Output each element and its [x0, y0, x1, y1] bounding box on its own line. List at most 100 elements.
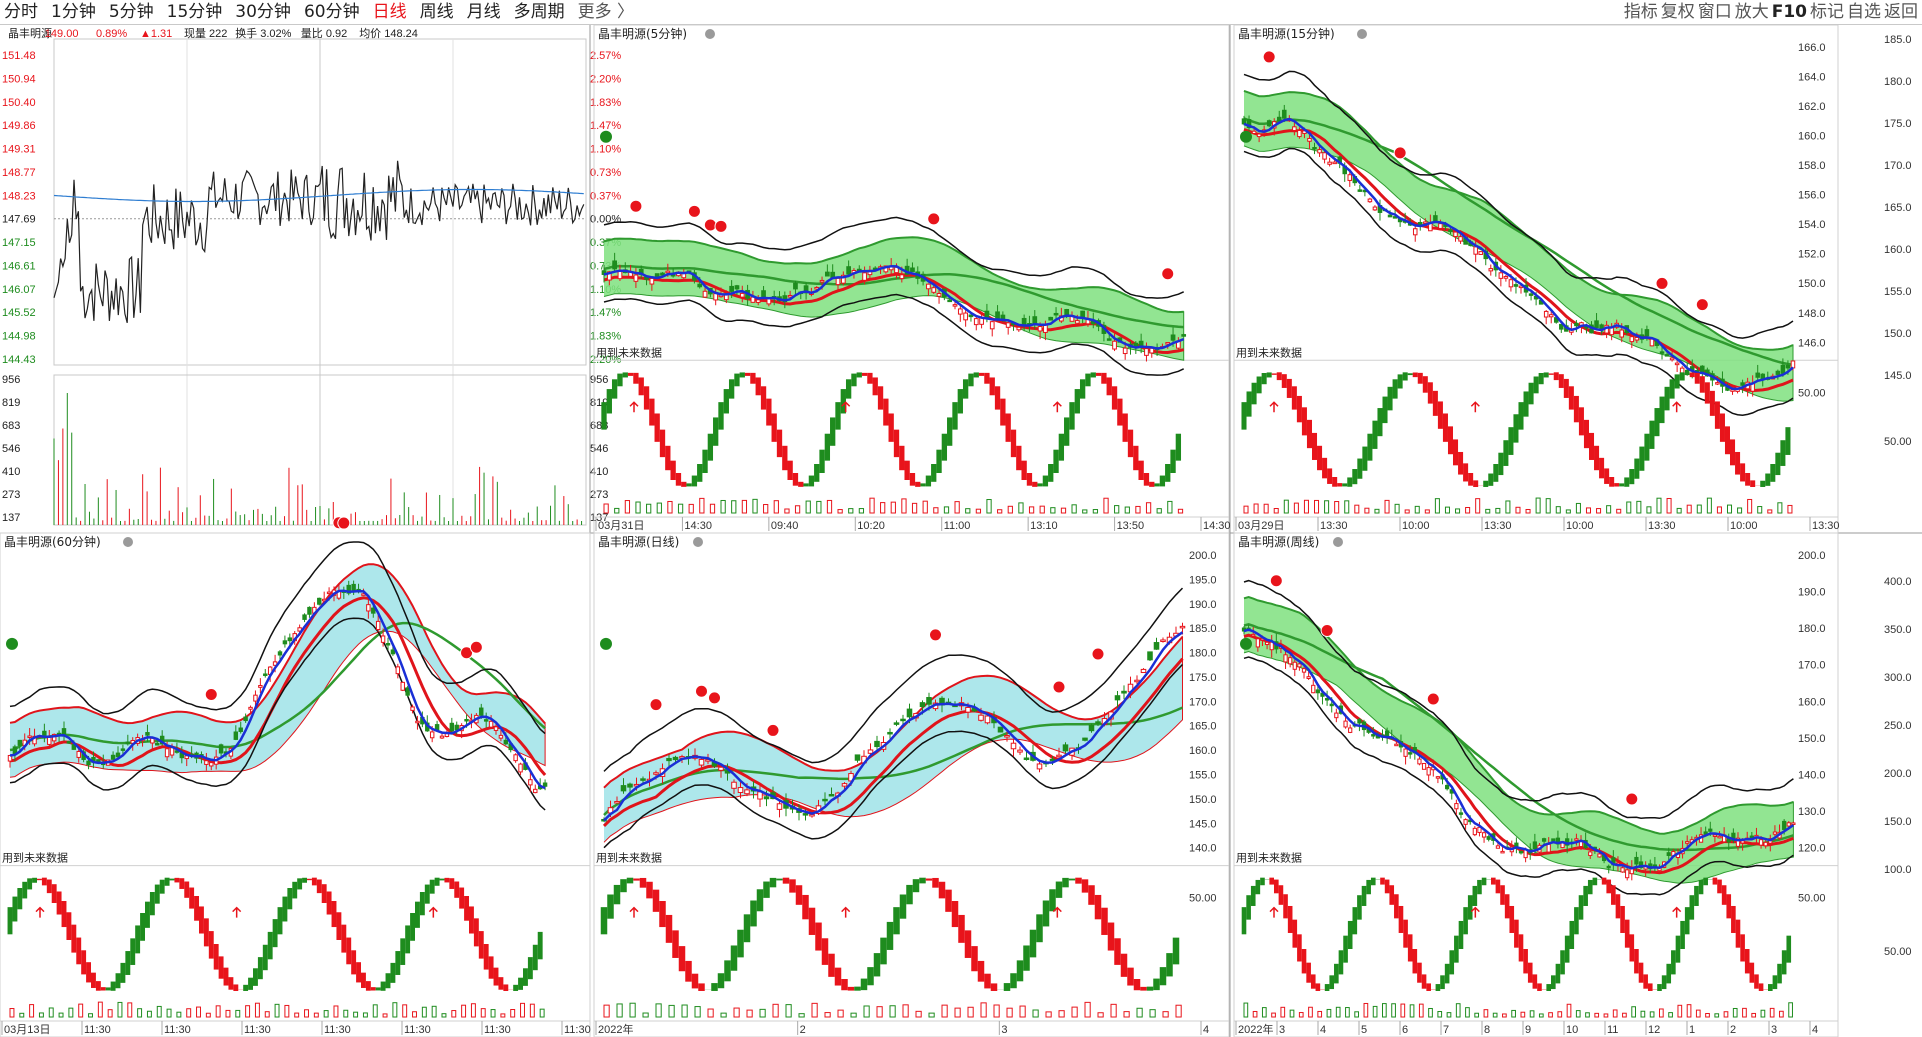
tool-button-7[interactable]: 返回	[1884, 2, 1918, 22]
osc-bar	[323, 1010, 329, 1018]
candle-body	[1588, 851, 1593, 856]
candle-body	[1644, 329, 1650, 337]
tool-button-3[interactable]: 放大	[1734, 2, 1769, 22]
right-price-tick-b: 250.0	[1884, 720, 1912, 732]
candle-body	[1297, 663, 1302, 668]
osc-bar	[1626, 501, 1632, 514]
period-tab-10[interactable]: 更多 〉	[577, 2, 634, 22]
tool-button-4[interactable]: F10	[1771, 2, 1807, 22]
osc-bar	[603, 1004, 610, 1018]
dropdown-icon	[693, 537, 703, 547]
date-label: 6	[1402, 1024, 1408, 1036]
candle-body	[1017, 749, 1023, 753]
candle-body	[1324, 698, 1330, 701]
date-label: 10:00	[1730, 520, 1758, 532]
osc-bar	[480, 1008, 486, 1018]
osc-bar	[245, 1005, 251, 1018]
osc-bar	[1612, 1009, 1618, 1018]
candle-body	[899, 274, 905, 280]
right-price-tick-b: 150.0	[1884, 816, 1912, 828]
osc-bar	[1751, 1012, 1757, 1018]
osc-bar	[1525, 508, 1531, 514]
osc-bar	[205, 1012, 211, 1018]
candle-body	[846, 266, 851, 275]
up-arrow-icon	[428, 906, 438, 918]
osc-bar	[1175, 1004, 1182, 1018]
buy-signal-icon	[929, 628, 942, 642]
candle-body	[841, 783, 848, 787]
period-tab-9[interactable]: 多周期	[513, 2, 565, 22]
price-tick: 148.23	[2, 190, 36, 202]
envelope-upper	[603, 216, 1185, 299]
date-label: 13:30	[1648, 520, 1676, 532]
osc-bar	[1695, 1009, 1701, 1018]
tool-button-5[interactable]: 标记	[1810, 2, 1844, 22]
candle-body	[390, 649, 396, 655]
envelope-lower	[603, 663, 1184, 849]
candle-body	[1498, 272, 1504, 279]
dropdown-icon	[1357, 29, 1367, 39]
period-tab-2[interactable]: 5分钟	[108, 2, 154, 22]
period-tab-8[interactable]: 月线	[466, 2, 501, 22]
period-tab-0[interactable]: 分时	[4, 2, 38, 22]
price-tick: 180.0	[1798, 623, 1826, 635]
candle-body	[1394, 743, 1399, 747]
osc-bar	[1515, 506, 1521, 514]
candle-body	[429, 731, 435, 739]
osc-bar	[333, 1005, 339, 1018]
tool-button-6[interactable]: 自选	[1847, 2, 1881, 22]
candle-body	[1170, 334, 1176, 341]
osc-bar	[1334, 501, 1340, 514]
period-tab-3[interactable]: 15分钟	[166, 2, 223, 22]
osc-bar	[1271, 1012, 1276, 1018]
osc-bar	[274, 1003, 280, 1018]
osc-bar	[667, 500, 673, 514]
osc-bar	[941, 1004, 948, 1018]
candle-body	[1048, 316, 1054, 321]
period-tab-7[interactable]: 周线	[419, 2, 454, 22]
candle-body	[828, 794, 835, 797]
osc-bar	[1317, 1010, 1323, 1018]
future-data-note: 用到未来数据	[2, 851, 68, 865]
price-tick: 200.0	[1189, 550, 1217, 562]
candle-body	[1327, 161, 1332, 165]
candle-body	[1772, 831, 1778, 835]
osc-bar	[1475, 498, 1481, 514]
candle-body	[640, 778, 646, 781]
osc-bar	[1444, 506, 1450, 514]
osc-bar	[529, 1003, 535, 1018]
osc-bar	[911, 502, 918, 514]
osc-bar	[646, 503, 652, 514]
tool-button-2[interactable]: 窗口	[1697, 2, 1732, 22]
price-tick: 140.0	[1189, 843, 1217, 855]
osc-tick: 50.00	[1189, 893, 1217, 905]
date-label: 3	[1771, 1024, 1777, 1036]
candle-body	[1266, 120, 1272, 127]
osc-bar	[1769, 1007, 1775, 1018]
candle-body	[1288, 657, 1293, 665]
pct-tick: 1.83%	[590, 331, 621, 343]
osc-bar	[1394, 503, 1400, 514]
osc-bar	[1344, 500, 1350, 514]
candle-body	[1251, 130, 1257, 134]
candle-body	[366, 604, 371, 612]
period-tab-5[interactable]: 60分钟	[303, 2, 360, 22]
up-arrow-icon	[1470, 401, 1480, 413]
envelope-upper	[1243, 70, 1794, 339]
avg-price: 均价 148.24	[359, 27, 418, 40]
candle-body	[672, 756, 679, 761]
right-osc-tick: 50.00	[1884, 436, 1912, 448]
osc-bar	[1465, 1007, 1470, 1018]
candle-body	[1426, 767, 1431, 776]
tool-button-0[interactable]: 指标	[1623, 2, 1658, 22]
osc-bar	[1145, 502, 1152, 514]
osc-bar	[1455, 508, 1461, 514]
period-tab-4[interactable]: 30分钟	[235, 2, 291, 22]
period-tab-1[interactable]: 1分钟	[51, 2, 96, 22]
osc-bar	[1114, 505, 1120, 514]
price-tick: 175.0	[1189, 672, 1217, 684]
osc-bar	[763, 504, 769, 514]
tool-button-1[interactable]: 复权	[1660, 2, 1695, 22]
period-tab-6[interactable]: 日线	[372, 2, 407, 22]
candle-body	[957, 308, 963, 315]
